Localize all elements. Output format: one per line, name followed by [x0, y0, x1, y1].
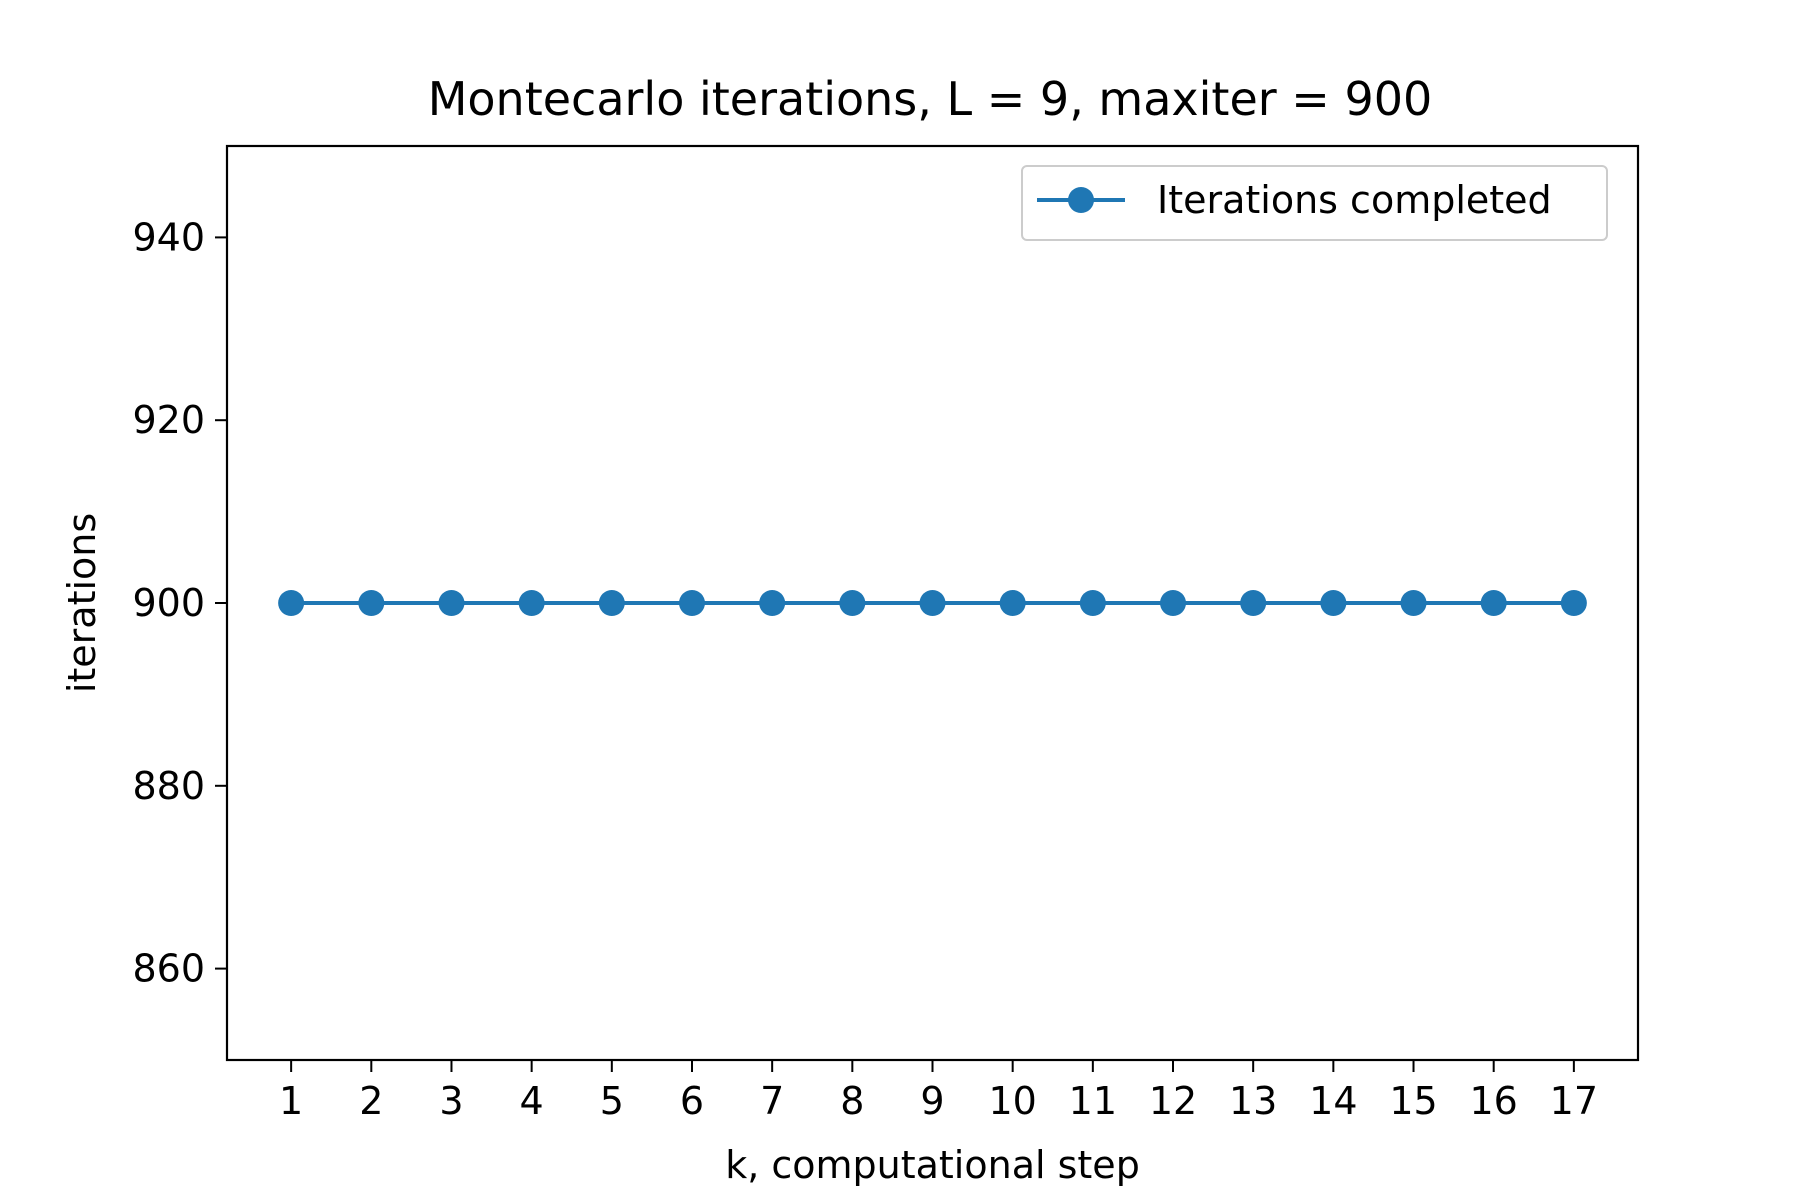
x-tick-label: 10 [988, 1079, 1036, 1123]
x-tick-label: 17 [1550, 1079, 1598, 1123]
y-tick-label: 860 [132, 947, 205, 991]
x-axis-label: k, computational step [725, 1143, 1140, 1187]
x-tick-label: 4 [520, 1079, 544, 1123]
x-tick-label: 15 [1389, 1079, 1437, 1123]
data-point [839, 590, 866, 616]
x-tick-label: 12 [1149, 1079, 1197, 1123]
y-axis: 860 880 900 920 940 [132, 215, 227, 991]
x-tick-label: 1 [279, 1079, 303, 1123]
x-tick-label: 14 [1309, 1079, 1357, 1123]
data-point [919, 590, 946, 616]
data-point [358, 590, 385, 616]
data-point [1160, 590, 1187, 616]
data-point [278, 590, 305, 616]
x-tick-label: 16 [1470, 1079, 1518, 1123]
legend-label: Iterations completed [1157, 178, 1552, 222]
data-point [1320, 590, 1347, 616]
x-tick-label: 13 [1229, 1079, 1277, 1123]
legend-box [1021, 165, 1608, 241]
x-tick-label: 7 [760, 1079, 784, 1123]
x-tick-label: 11 [1069, 1079, 1117, 1123]
x-tick-label: 2 [359, 1079, 383, 1123]
data-point [598, 590, 625, 616]
legend: Iterations completed [1021, 165, 1608, 241]
y-axis-label: iterations [60, 513, 104, 693]
legend-series-marker [1068, 187, 1094, 213]
y-tick-label: 900 [132, 581, 205, 625]
y-tick-label: 920 [132, 398, 205, 442]
data-point [1079, 590, 1106, 616]
data-point [678, 590, 705, 616]
x-tick-label: 6 [680, 1079, 704, 1123]
data-point [1560, 590, 1587, 616]
data-point [1240, 590, 1267, 616]
y-tick-label: 880 [132, 764, 205, 808]
x-axis: 1 2 3 4 5 6 7 8 9 10 11 12 13 14 15 16 17 [279, 1060, 1598, 1123]
x-tick-label: 5 [600, 1079, 624, 1123]
data-point [518, 590, 545, 616]
data-point [1480, 590, 1507, 616]
series-layer [278, 590, 1587, 616]
x-tick-label: 8 [840, 1079, 864, 1123]
x-tick-label: 3 [439, 1079, 463, 1123]
data-point [438, 590, 465, 616]
data-point [1400, 590, 1427, 616]
data-point [759, 590, 786, 616]
x-tick-label: 9 [920, 1079, 944, 1123]
y-tick-label: 940 [132, 215, 205, 259]
data-point [999, 590, 1026, 616]
chart-title: Montecarlo iterations, L = 9, maxiter = … [428, 72, 1433, 126]
